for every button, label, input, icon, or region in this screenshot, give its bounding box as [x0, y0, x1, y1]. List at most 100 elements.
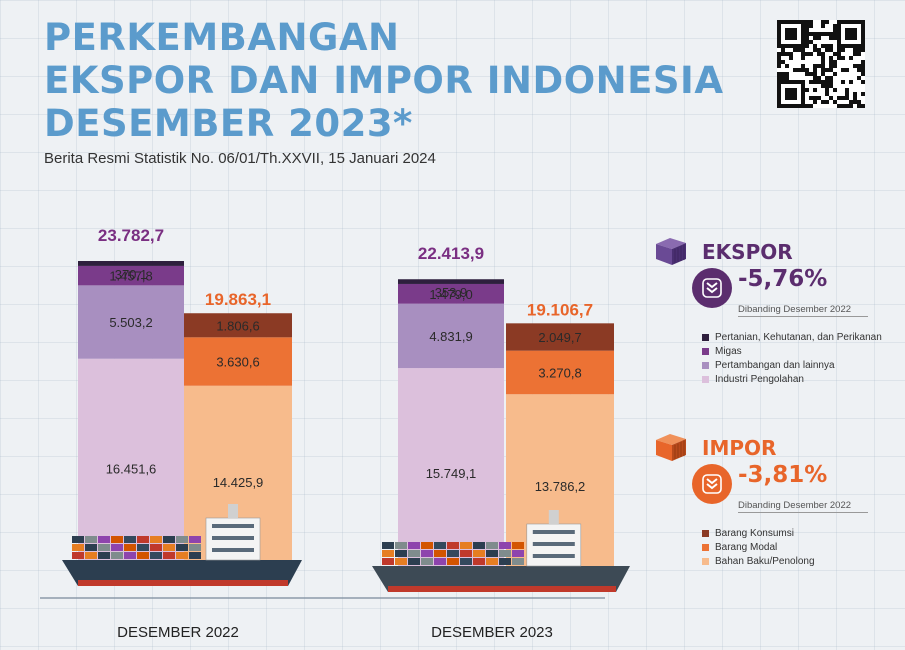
- ekspor-legend: Pertanian, Kehutanan, dan Perikanan Miga…: [702, 330, 882, 386]
- ship-2022-hull: [62, 560, 302, 586]
- container-icon: [382, 558, 394, 565]
- page-title: PERKEMBANGAN EKSPOR DAN IMPOR INDONESIA …: [44, 16, 723, 145]
- ekspor-title: EKSPOR: [702, 240, 793, 264]
- container-icon: [163, 544, 175, 551]
- bar-value-label: 1.479,0: [429, 287, 472, 302]
- container-icon: [434, 558, 446, 565]
- container-icon: [85, 544, 97, 551]
- legend-swatch: [702, 333, 709, 341]
- bar-value-label: 3.630,6: [216, 355, 259, 370]
- qr-code-icon[interactable]: [777, 20, 865, 108]
- legend-item: Barang Konsumsi: [702, 526, 815, 540]
- ship-2023-hull: [372, 566, 630, 592]
- container-icon: [137, 552, 149, 559]
- double-chevron-down-icon: [702, 474, 722, 494]
- legend-swatch: [702, 347, 709, 355]
- legend-item: Pertambangan dan lainnya: [702, 358, 882, 372]
- bar-total-label: 23.782,7: [98, 226, 164, 245]
- container-icon: [124, 536, 136, 543]
- container-icon: [499, 542, 511, 549]
- impor-title: IMPOR: [702, 436, 777, 460]
- legend-swatch: [702, 375, 709, 383]
- container-icon: [499, 558, 511, 565]
- container-cube-icon: [656, 434, 686, 461]
- bar-value-label: 3.270,8: [538, 365, 581, 380]
- bar-value-label: 1.457,8: [109, 269, 152, 284]
- container-icon: [460, 550, 472, 557]
- bar-value-label: 4.831,9: [429, 329, 472, 344]
- container-icon: [408, 558, 420, 565]
- container-icon: [72, 536, 84, 543]
- container-icon: [460, 558, 472, 565]
- legend-label: Pertanian, Kehutanan, dan Perikanan: [715, 331, 882, 343]
- container-icon: [486, 542, 498, 549]
- bar-value-label: 16.451,6: [106, 461, 157, 476]
- container-icon: [111, 544, 123, 551]
- bar-value-label: 370,1: [115, 267, 148, 282]
- container-icon: [150, 544, 162, 551]
- container-icon: [421, 542, 433, 549]
- bar-value-label: 13.786,2: [535, 479, 586, 494]
- bar-value-label: 1.806,6: [216, 318, 259, 333]
- container-icon: [72, 552, 84, 559]
- ship-2023-mast: [548, 510, 559, 524]
- legend-swatch: [702, 361, 709, 369]
- impor-compare-text: Dibanding Desember 2022: [738, 500, 852, 511]
- bar-value-label: 5.503,2: [109, 315, 152, 330]
- container-icon: [473, 542, 485, 549]
- bar-value-label: 353,9: [435, 285, 468, 300]
- container-icon: [434, 542, 446, 549]
- container-icon: [447, 558, 459, 565]
- container-icon: [111, 552, 123, 559]
- container-icon: [124, 544, 136, 551]
- title-line-3: DESEMBER 2023*: [44, 102, 413, 145]
- bar-segment: [78, 261, 184, 266]
- bar-segment: [398, 283, 504, 304]
- ship-2023-waterline: [388, 586, 616, 592]
- container-icon: [150, 552, 162, 559]
- legend-item: Barang Modal: [702, 540, 815, 554]
- bar-segment: [506, 350, 614, 395]
- container-icon: [176, 552, 188, 559]
- bar-segment: [184, 313, 292, 338]
- container-icon: [163, 536, 175, 543]
- legend-item: Bahan Baku/Penolong: [702, 554, 815, 568]
- bar-segment: [398, 279, 504, 284]
- ship-2022-waterline: [78, 580, 288, 586]
- legend-swatch: [702, 529, 709, 537]
- container-icon: [189, 536, 201, 543]
- ship-2022-window-row: [212, 524, 254, 528]
- container-icon: [395, 550, 407, 557]
- double-chevron-down-icon: [702, 278, 722, 298]
- container-icon: [434, 550, 446, 557]
- container-icon: [512, 550, 524, 557]
- ekspor-compare-text: Dibanding Desember 2022: [738, 304, 852, 315]
- bar-value-label: 14.425,9: [213, 475, 264, 490]
- bar-segment: [506, 323, 614, 351]
- container-icon: [512, 542, 524, 549]
- legend-swatch: [702, 557, 709, 565]
- ekspor-panel: EKSPOR -5,76% Dibanding Desember 2022 Pe…: [654, 236, 894, 385]
- container-icon: [382, 550, 394, 557]
- bar-value-label: 15.749,1: [426, 466, 477, 481]
- bar-value-label: 2.049,7: [538, 330, 581, 345]
- ship-2022-window-row: [212, 536, 254, 540]
- ship-2022-mast: [228, 504, 238, 518]
- ekspor-down-circle: [692, 268, 732, 308]
- container-icon: [176, 544, 188, 551]
- container-icon: [408, 542, 420, 549]
- impor-panel: IMPOR -3,81% Dibanding Desember 2022 Bar…: [654, 432, 894, 567]
- container-icon: [150, 536, 162, 543]
- period-label: DESEMBER 2023: [431, 624, 553, 641]
- impor-legend: Barang Konsumsi Barang Modal Bahan Baku/…: [702, 526, 815, 568]
- container-icon: [176, 536, 188, 543]
- bar-segment: [78, 285, 184, 359]
- container-icon: [124, 552, 136, 559]
- container-icon: [189, 544, 201, 551]
- container-icon: [512, 558, 524, 565]
- impor-change: -3,81%: [738, 462, 828, 488]
- bar-total-label: 19.863,1: [205, 290, 271, 309]
- legend-item: Pertanian, Kehutanan, dan Perikanan: [702, 330, 882, 344]
- legend-label: Bahan Baku/Penolong: [715, 555, 815, 567]
